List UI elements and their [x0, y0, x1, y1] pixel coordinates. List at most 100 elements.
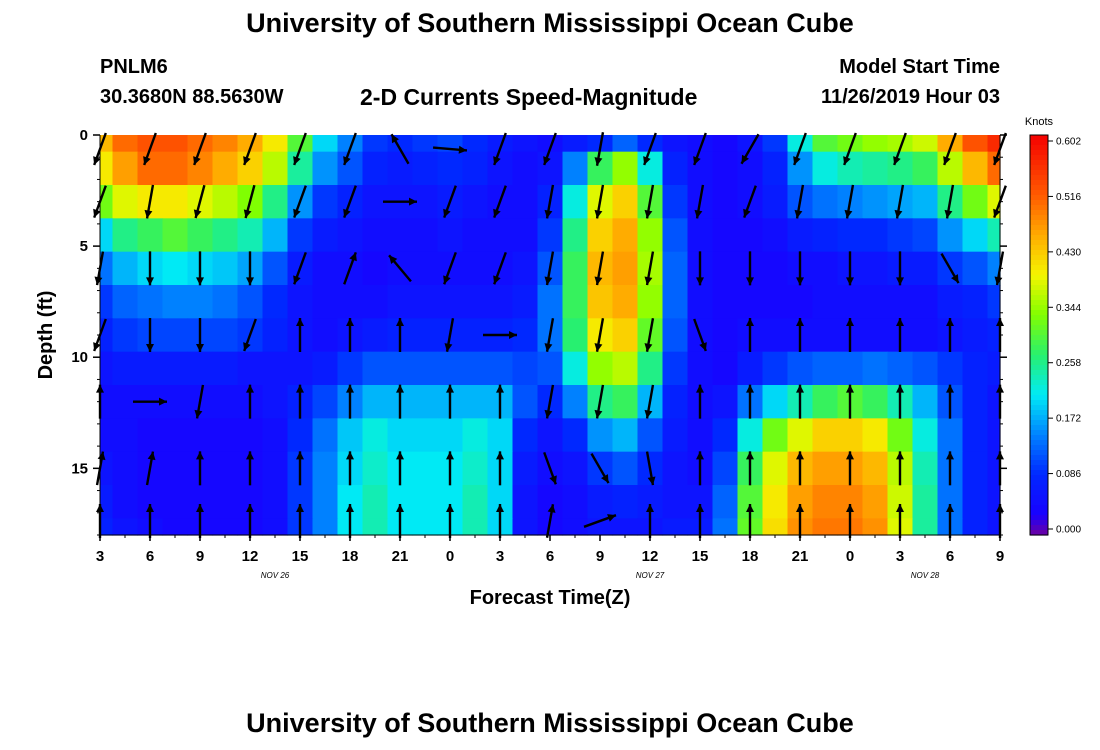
- current-vector: [543, 132, 557, 166]
- heatmap-cell: [962, 451, 989, 486]
- colorbar-cell: [1030, 245, 1048, 251]
- heatmap-cell: [662, 485, 689, 519]
- heatmap-cell: [112, 418, 139, 453]
- heatmap-cell: [662, 218, 689, 253]
- heatmap-cell: [712, 451, 739, 486]
- x-tick-label: 9: [196, 548, 204, 565]
- heatmap-cell: [762, 351, 789, 386]
- heatmap-cell: [912, 418, 939, 453]
- heatmap-cell: [312, 251, 339, 286]
- current-vector: [946, 384, 954, 419]
- vector-head: [646, 504, 654, 512]
- heatmap-cell: [912, 185, 939, 219]
- vector-head: [544, 343, 553, 352]
- heatmap-cell: [262, 251, 289, 286]
- vector-head: [346, 384, 354, 393]
- heatmap-cell: [212, 485, 239, 519]
- current-vector: [146, 251, 154, 286]
- current-vector: [145, 451, 156, 486]
- vector-head: [844, 209, 853, 219]
- heatmap-cell: [262, 285, 289, 319]
- x-tick-label: 0: [446, 548, 454, 565]
- colorbar-cell: [1030, 415, 1048, 421]
- heatmap-cell: [162, 451, 189, 486]
- heatmap-cell: [112, 135, 139, 153]
- current-vector: [746, 451, 754, 486]
- axes: 3 6 9 12 15 18 21 0 3 6 9 12 15 18 21 0 3 6 9 NOV 26 NOV 27 N…: [35, 127, 1007, 609]
- current-vector: [293, 132, 307, 166]
- heatmap-cell: [862, 318, 889, 353]
- heatmap-cell: [937, 151, 964, 186]
- y-tick-label: 10: [71, 349, 88, 366]
- heatmap-cell: [762, 451, 789, 486]
- heatmap-cell: [262, 351, 289, 386]
- heatmap-cell: [812, 285, 839, 319]
- heatmap-cell: [812, 318, 839, 353]
- heatmap-cell: [362, 151, 389, 186]
- heatmap-cell: [162, 485, 189, 519]
- vector-head: [391, 134, 399, 144]
- current-vector: [346, 451, 354, 486]
- vector-head: [643, 156, 651, 165]
- current-vector: [696, 504, 704, 538]
- heatmap-cell: [612, 151, 639, 186]
- colorbar-tick-label: 0.344: [1056, 303, 1081, 314]
- x-tick-label: 3: [96, 548, 104, 565]
- colorbar-cell: [1030, 290, 1048, 296]
- colorbar-cell: [1030, 150, 1048, 156]
- heatmap-cell: [712, 251, 739, 286]
- colorbar-cell: [1030, 345, 1048, 351]
- heatmap-cell: [387, 285, 414, 319]
- current-vector: [894, 184, 905, 219]
- heatmap-cell: [100, 151, 114, 186]
- heatmap-cell: [137, 285, 164, 319]
- vector-head: [389, 255, 398, 265]
- heatmap-cell: [137, 218, 164, 253]
- heatmap-cell: [987, 135, 1001, 153]
- vector-head: [893, 156, 901, 165]
- heatmap-cell: [262, 485, 289, 519]
- colorbar-cell: [1030, 355, 1048, 361]
- vector-head: [346, 318, 354, 326]
- heatmap-cell: [212, 151, 239, 186]
- vector-head: [243, 156, 251, 165]
- current-vector: [644, 384, 655, 419]
- chart-title: University of Southern Mississippi Ocean…: [246, 8, 854, 38]
- heatmap-cell: [712, 151, 739, 186]
- heatmap-cell: [937, 418, 964, 453]
- heatmap-cell: [162, 251, 189, 286]
- colorbar-cell: [1030, 135, 1048, 141]
- current-vector: [293, 185, 307, 219]
- heatmap-cell: [562, 285, 589, 319]
- vector-head: [607, 514, 616, 522]
- colorbar-cell: [1030, 260, 1048, 266]
- vector-head: [544, 209, 553, 219]
- current-vector: [693, 132, 707, 166]
- vector-head: [946, 451, 954, 460]
- current-vector: [594, 318, 605, 352]
- vector-head: [196, 277, 204, 286]
- heatmap-cell: [712, 418, 739, 453]
- vector-head: [509, 331, 517, 339]
- current-vector: [544, 184, 555, 219]
- colorbar-cell: [1030, 235, 1048, 241]
- colorbar-cell: [1030, 460, 1048, 466]
- vector-head: [943, 156, 951, 165]
- heatmap-cell: [100, 418, 114, 453]
- vector-head: [496, 504, 504, 512]
- colorbar-cell: [1030, 500, 1048, 506]
- heatmap-cell: [612, 218, 639, 253]
- colorbar-cell: [1030, 185, 1048, 191]
- colorbar-cell: [1030, 205, 1048, 211]
- vector-head: [896, 504, 904, 512]
- colorbar-frame: [1029, 134, 1049, 536]
- heatmap-cell: [287, 218, 314, 253]
- heatmap-cell: [687, 285, 714, 319]
- heatmap-cell: [362, 418, 389, 453]
- vector-head: [243, 209, 252, 219]
- colorbar-cell: [1030, 340, 1048, 346]
- colorbar-cell: [1030, 145, 1048, 151]
- heatmap-cell: [812, 418, 839, 453]
- heatmap-cell: [162, 418, 189, 453]
- heatmap-cell: [262, 518, 289, 536]
